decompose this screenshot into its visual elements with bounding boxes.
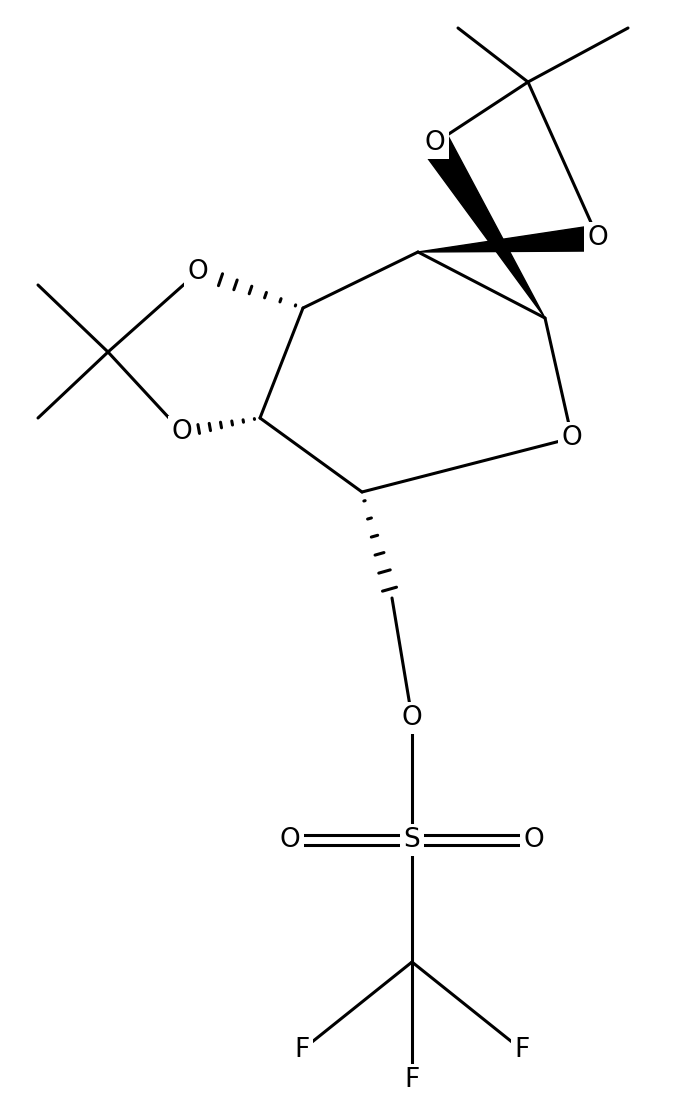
Text: O: O	[588, 225, 608, 251]
Polygon shape	[418, 225, 599, 252]
Text: O: O	[523, 827, 545, 853]
Text: S: S	[403, 827, 421, 853]
Text: O: O	[280, 827, 300, 853]
Text: F: F	[294, 1037, 309, 1063]
Text: F: F	[404, 1067, 420, 1093]
Text: O: O	[401, 705, 423, 731]
Polygon shape	[423, 135, 545, 319]
Text: O: O	[188, 259, 209, 285]
Text: O: O	[172, 419, 192, 445]
Text: F: F	[514, 1037, 530, 1063]
Text: O: O	[425, 131, 445, 156]
Text: O: O	[562, 425, 582, 451]
